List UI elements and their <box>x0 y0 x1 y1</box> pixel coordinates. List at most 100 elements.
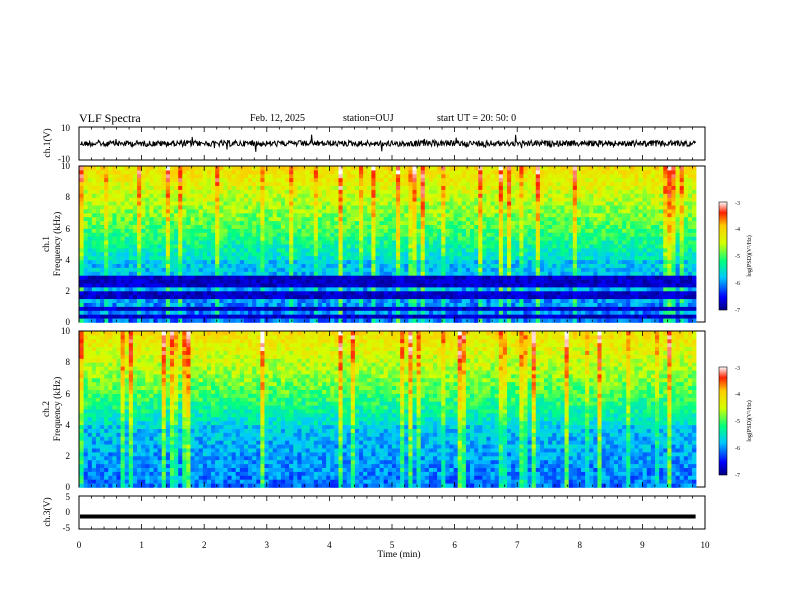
spectrogram-cell <box>104 271 109 276</box>
spectrogram-cell <box>301 260 306 265</box>
spectrogram-cell <box>605 283 611 288</box>
spectrogram-cell <box>309 166 315 171</box>
spectrogram-cell <box>359 256 364 261</box>
spectrogram-cell <box>692 170 697 175</box>
spectrogram-cell <box>248 244 253 249</box>
spectrogram-cell <box>326 240 331 245</box>
spectrogram-cell <box>535 186 541 191</box>
spectrogram-cell <box>231 228 237 234</box>
spectrogram-cell <box>371 260 376 265</box>
spectrogram-cell <box>132 295 138 300</box>
spectrogram-cell <box>618 205 623 210</box>
spectrogram-cell <box>683 182 689 187</box>
spectrogram-cell <box>149 225 154 230</box>
spectrogram-cell <box>576 271 582 276</box>
spectrogram-cell <box>663 201 668 206</box>
spectrogram-cell <box>297 225 302 230</box>
spectrogram-cell <box>396 248 401 253</box>
spectrogram-cell <box>309 260 315 265</box>
spectrogram-cell <box>564 275 569 280</box>
spectrogram-cell <box>470 217 475 222</box>
spectrogram-cell <box>235 256 241 261</box>
spectrogram-cell <box>663 186 668 191</box>
spectrogram-cell <box>609 225 615 230</box>
spectrogram-cell <box>149 252 154 257</box>
spectrogram-cell <box>544 275 549 280</box>
spectrogram-cell <box>437 279 442 284</box>
spectrogram-cell <box>556 228 561 234</box>
spectrogram-cell <box>367 205 372 210</box>
spectrogram-cell <box>268 174 273 179</box>
spectrogram-cell <box>412 236 417 241</box>
spectrogram-cell <box>375 201 380 206</box>
spectrogram-cell <box>231 244 237 249</box>
spectrogram-cell <box>605 228 611 234</box>
spectrogram-cell <box>91 166 97 171</box>
spectrogram-cell <box>650 260 656 265</box>
spectrogram-cell <box>433 178 438 183</box>
spectrogram-cell <box>552 279 557 284</box>
spectrogram-cell <box>507 252 512 257</box>
spectrogram-cell <box>223 264 228 269</box>
spectrogram-cell <box>367 256 372 261</box>
spectrogram-cell <box>371 182 376 187</box>
spectrogram-cell <box>346 248 352 253</box>
spectrogram-cell <box>178 217 183 222</box>
spectrogram-cell <box>650 182 656 187</box>
spectrogram-cell <box>116 256 121 261</box>
spectrogram-cell <box>465 174 471 179</box>
spectrogram-cell <box>326 170 331 175</box>
spectrogram-cell <box>498 228 504 234</box>
spectrogram-cell <box>239 178 245 183</box>
spectrogram-cell <box>687 170 693 175</box>
spectrogram-cell <box>470 197 475 202</box>
spectrogram-cell <box>252 232 257 237</box>
spectrogram-cell <box>486 271 491 276</box>
spectrogram-cell <box>186 170 191 175</box>
spectrogram-cell <box>655 213 660 218</box>
spectrogram-cell <box>502 166 508 171</box>
spectrogram-cell <box>572 193 578 198</box>
spectrogram-cell <box>482 178 487 183</box>
spectrogram-cell <box>219 213 224 218</box>
spectrogram-cell <box>128 279 134 284</box>
spectrogram-cell <box>585 178 590 183</box>
spectrogram-cell <box>646 283 652 288</box>
spectrogram-cell <box>128 244 134 249</box>
spectrogram-cell <box>597 178 602 183</box>
spectrogram-cell <box>289 260 294 265</box>
spectrogram-cell <box>342 209 347 214</box>
spectrogram-cell <box>572 264 578 269</box>
spectrogram-cell <box>268 283 273 288</box>
spectrogram-cell <box>412 186 417 191</box>
spectrogram-cell <box>576 189 582 195</box>
spectrogram-cell <box>597 189 602 195</box>
spectrogram-cell <box>433 291 438 296</box>
spectrogram-cell <box>91 213 97 218</box>
spectrogram-cell <box>433 279 438 284</box>
spectrogram-cell <box>494 201 500 206</box>
spectrogram-cell <box>137 193 142 198</box>
spectrogram-cell <box>449 213 454 218</box>
spectrogram-cell <box>679 256 685 261</box>
spectrogram-cell <box>474 267 479 273</box>
spectrogram-cell <box>655 291 660 296</box>
spectrogram-cell <box>260 217 265 222</box>
spectrogram-cell <box>560 248 565 253</box>
spectrogram-cell <box>597 232 602 237</box>
spectrogram-cell <box>227 197 232 202</box>
spectrogram-cell <box>445 248 450 253</box>
spectrogram-cell <box>293 217 298 222</box>
spectrogram-cell <box>194 287 200 292</box>
spectrogram-cell <box>260 244 265 249</box>
spectrogram-cell <box>157 271 163 276</box>
spectrogram-cell <box>650 248 656 253</box>
spectrogram-cell <box>326 225 331 230</box>
spectrogram-cell <box>642 279 648 284</box>
spectrogram-cell <box>416 283 421 288</box>
spectrogram-cell <box>535 221 541 226</box>
spectrogram-cell <box>169 217 175 222</box>
spectrogram-cell <box>317 209 323 214</box>
spectrogram-cell <box>202 291 208 296</box>
spectrogram-cell <box>186 244 191 249</box>
